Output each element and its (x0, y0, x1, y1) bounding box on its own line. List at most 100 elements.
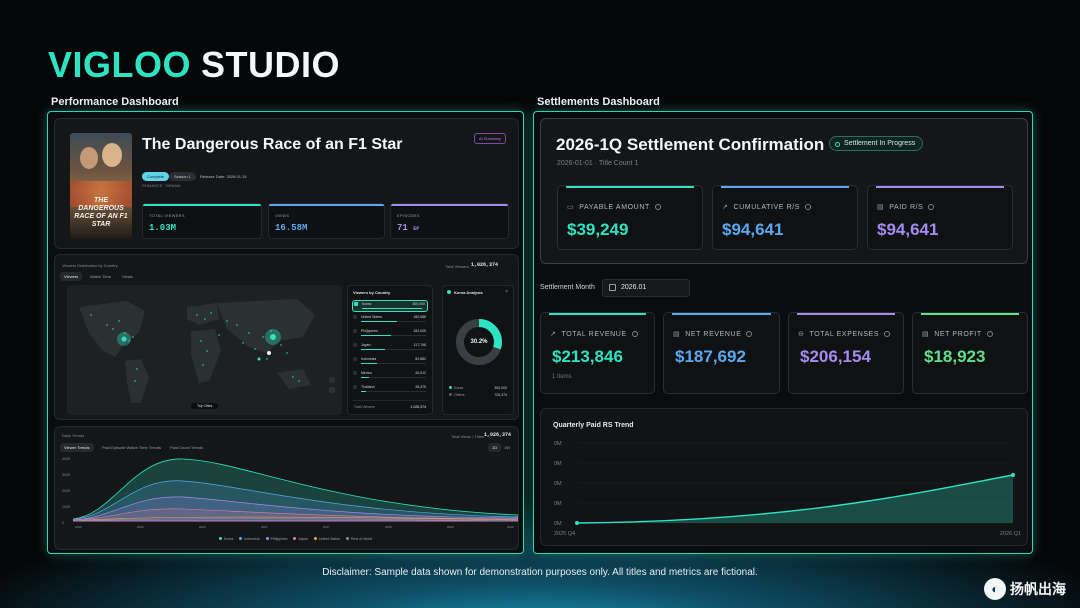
series-line-rest-of-world (73, 518, 518, 522)
zoom-in-button[interactable] (329, 377, 335, 383)
donut-legend-others: Others 726,374 (449, 393, 507, 397)
tab-paid-episode-watch-time[interactable]: Paid Episode Watch Time Trends (102, 445, 161, 450)
info-icon[interactable] (928, 204, 935, 210)
metric-value: 71 EP (397, 223, 419, 233)
list-item[interactable]: Japan 117,768 (352, 342, 428, 354)
watermark-logo-icon: ◐ (984, 578, 1006, 600)
brand-part2: STUDIO (201, 44, 341, 85)
list-item[interactable]: Mexico 40,612 (352, 370, 428, 382)
toggle-1d[interactable]: 1D (488, 443, 502, 452)
donut-title: Korea Analysis (454, 290, 483, 295)
minus-circle-icon: ⊖ (798, 331, 805, 338)
settlement-month-value: 2026.01 (621, 284, 647, 291)
legend-item[interactable]: Korea (219, 537, 233, 541)
tab-watch-time[interactable]: Watch Time (90, 274, 111, 279)
donut-chart (456, 319, 502, 365)
settlements-panel: 2026-1Q Settlement Confirmation Settleme… (533, 111, 1033, 554)
info-icon[interactable] (631, 331, 638, 337)
tab-views[interactable]: Views (122, 274, 133, 279)
card-value: $213,846 (552, 347, 623, 366)
season-pill[interactable]: Season 1 (169, 172, 196, 181)
settlement-month-picker[interactable]: 2026.01 (602, 279, 690, 297)
series-area-indonesia (73, 480, 518, 522)
y-tick-label: 0M (554, 481, 562, 487)
card-payable-amount: ▭ PAYABLE AMOUNT $39,249 (557, 185, 703, 250)
metric-total-viewers: TOTAL VIEWERS 1.03M (142, 203, 262, 239)
list-item[interactable]: Thailand 26,475 (352, 384, 428, 396)
accent-bar (566, 186, 694, 188)
data-point[interactable] (1011, 473, 1015, 477)
list-item[interactable]: Philippines 152,005 (352, 328, 428, 340)
card-total-expenses: ⊖ TOTAL EXPENSES $206,154 (788, 312, 904, 394)
metric-views: VIEWS 16.58M (268, 203, 385, 239)
settlement-status-badge: Settlement In Progress (829, 136, 924, 151)
donut-value: 30.2% (470, 339, 488, 345)
ai-summary-button[interactable]: AI Summary (473, 133, 506, 144)
viewers-by-country-list: Viewers by Country Korea 300,000 United S… (347, 285, 433, 415)
y-tick-label: 0M (554, 441, 562, 447)
list-item[interactable]: Indonesia 82,882 (352, 356, 428, 368)
trend-icon: ↗ (722, 204, 729, 211)
episodes-value: 71 (397, 223, 408, 233)
x-tick: 2028 (385, 525, 392, 529)
status-dot-icon (835, 142, 840, 147)
info-icon[interactable] (654, 204, 661, 210)
list-item[interactable]: Korea 300,000 (352, 300, 428, 312)
legend-item[interactable]: Philippines (265, 537, 287, 541)
globe-icon (447, 290, 451, 294)
calendar-icon (609, 284, 616, 291)
trend-icon: ↗ (550, 331, 557, 338)
trends-card: Daily Trends Total Views / Titles 1,026,… (54, 426, 519, 550)
distribution-total-value: 1,026,374 (471, 262, 499, 268)
status-pill: Complete (142, 172, 170, 181)
tab-viewer-trends[interactable]: Viewer Trends (60, 443, 94, 452)
card-value: $39,249 (567, 220, 629, 239)
info-icon[interactable] (805, 204, 812, 210)
world-map[interactable]: Top Cities (67, 285, 342, 415)
x-tick: 2026 (137, 525, 144, 529)
card-label: TOTAL REVENUE (561, 330, 627, 338)
legend-item[interactable]: Rest of World (346, 537, 372, 541)
card-value: $187,692 (675, 347, 746, 366)
data-point[interactable] (575, 521, 579, 525)
trends-total-label: Total Views / Titles (451, 434, 484, 439)
legend-item[interactable]: Indonesia (239, 537, 260, 541)
brand-logo: VIGLOO STUDIO (48, 44, 340, 86)
trends-total-value: 1,026,374 (484, 432, 512, 438)
card-value: $18,923 (924, 347, 986, 366)
series-line (576, 474, 1014, 524)
receipt-icon: ▤ (877, 204, 885, 211)
card-value: $206,154 (800, 347, 871, 366)
series-area (577, 475, 1013, 523)
y-tick: 0 (62, 521, 64, 525)
series-area-philippines (73, 496, 518, 522)
series-area-korea (73, 458, 518, 522)
close-icon[interactable]: × (505, 289, 508, 295)
tab-paid-count[interactable]: Paid Count Trends (170, 445, 204, 450)
card-cumulative-rs: ↗ CUMULATIVE R/S $94,641 (712, 185, 858, 250)
card-label: NET REVENUE (685, 330, 742, 338)
accent-bar (672, 313, 771, 315)
donut-legend-korea: Korea 300,000 (449, 386, 507, 390)
list-item[interactable]: United States 180,588 (352, 314, 428, 326)
info-icon[interactable] (884, 331, 891, 337)
poster-image[interactable]: THE DANGEROUS RACE OF AN F1 STAR (70, 133, 132, 239)
trends-title: Daily Trends (62, 433, 85, 438)
world-map-graphic (79, 299, 315, 403)
watermark-text: 扬帆出海 (1010, 581, 1066, 597)
settlement-subtitle: 2026-01-01 · Title Count 1 (557, 160, 639, 167)
tab-viewers[interactable]: Viewers (60, 272, 83, 281)
y-tick: 200K (62, 489, 71, 493)
zoom-out-button[interactable] (329, 387, 335, 393)
info-icon[interactable] (986, 331, 993, 337)
quarterly-trend-chart: 0M 0M 0M 0M 0M 2025 Q4 2026 Q1 (554, 441, 1021, 537)
info-icon[interactable] (746, 331, 753, 337)
toggle-1w[interactable]: 1W (504, 445, 510, 450)
wallet-icon: ▭ (567, 204, 575, 211)
metric-label: EPISODES (397, 213, 420, 218)
legend-item[interactable]: United States (314, 537, 340, 541)
legend-item[interactable]: Japan (293, 537, 308, 541)
y-tick-label: 0M (554, 521, 562, 527)
card-label: PAID R/S (889, 203, 924, 211)
top-cities-button[interactable]: Top Cities (191, 403, 219, 409)
